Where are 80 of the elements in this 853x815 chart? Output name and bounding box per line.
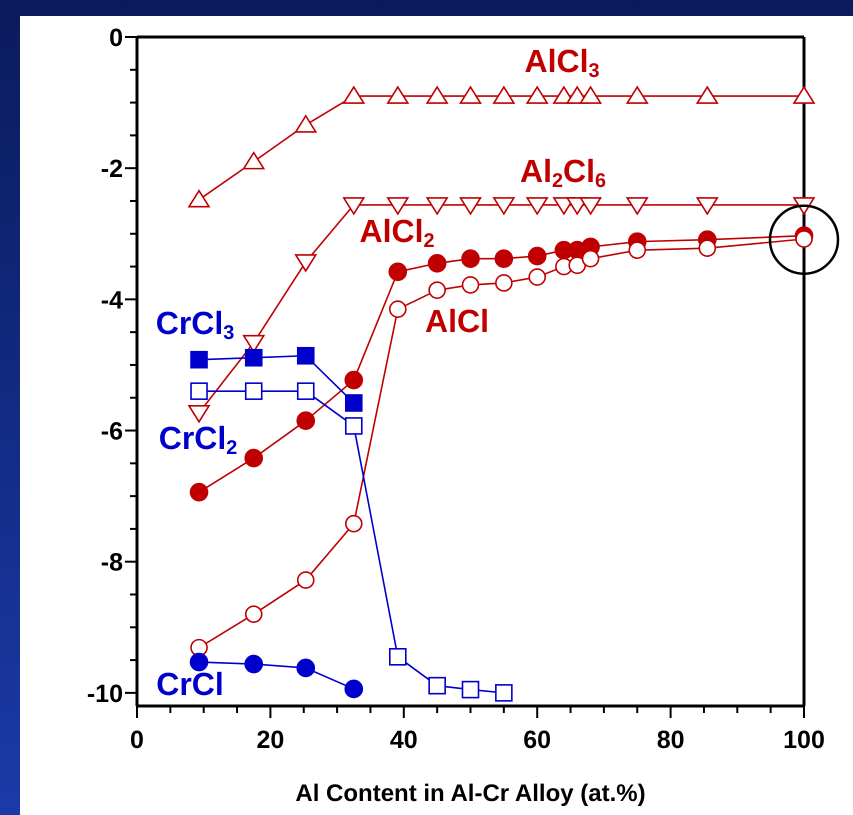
series-label: Al$_{2}$Cl$_{6}$ [520, 153, 606, 192]
point [495, 274, 513, 292]
point [580, 197, 602, 215]
y-tick-label: 0 [109, 24, 123, 52]
y-tick-label: -10 [86, 680, 123, 708]
y-tick-label: -6 [100, 418, 123, 446]
point [626, 86, 648, 104]
point [188, 405, 210, 423]
point [386, 86, 409, 104]
point [242, 152, 265, 170]
point [294, 115, 317, 133]
point [190, 350, 208, 368]
point [388, 648, 407, 666]
series-label: CrCl [156, 666, 224, 702]
y-tick-label: -4 [100, 286, 124, 314]
point [296, 658, 316, 678]
point [460, 86, 482, 104]
point [428, 254, 446, 273]
series-label: CrCl$_{2}$ [158, 420, 238, 459]
x-tick-label: 40 [390, 726, 418, 754]
x-tick-label: 20 [256, 726, 284, 754]
point [294, 254, 317, 272]
x-tick-label: 100 [783, 726, 825, 754]
point [696, 86, 718, 104]
point [696, 197, 718, 215]
point [244, 348, 263, 367]
y-tick-label: -2 [100, 155, 123, 184]
point [296, 571, 315, 589]
point [342, 197, 365, 215]
point [493, 86, 515, 104]
point [344, 514, 363, 532]
point [296, 346, 315, 365]
point [344, 417, 363, 435]
point [528, 268, 546, 286]
point [244, 382, 263, 400]
series-label: CrCl$_{3}$ [156, 305, 234, 344]
point [386, 197, 409, 215]
point [190, 652, 208, 672]
point [493, 197, 515, 215]
point [342, 86, 365, 104]
point [628, 241, 646, 259]
point [582, 250, 600, 268]
point [526, 86, 548, 104]
point [344, 394, 363, 412]
point [388, 262, 408, 282]
series-label: AlCl$_{3}$ [524, 43, 600, 82]
point [528, 246, 546, 266]
point [428, 676, 446, 694]
point [461, 249, 480, 268]
point [244, 654, 264, 674]
point [296, 382, 315, 400]
point [190, 382, 208, 400]
point [244, 605, 263, 623]
point [495, 684, 513, 702]
x-axis-title: Al Content in Al-Cr Alloy (at.%) [295, 780, 646, 807]
point [188, 190, 210, 208]
series-label: AlCl$_{2}$ [359, 213, 435, 252]
point [580, 86, 602, 104]
point [494, 249, 514, 268]
point [526, 197, 548, 215]
point [462, 680, 480, 698]
x-tick-label: 0 [130, 726, 144, 754]
point [244, 448, 264, 468]
point [428, 281, 446, 299]
point [698, 239, 716, 257]
point [460, 197, 482, 215]
point [462, 276, 480, 294]
y-tick-label: -8 [100, 548, 124, 577]
point [190, 482, 208, 502]
point [344, 370, 364, 390]
point [388, 300, 407, 318]
series-label: AlCl [425, 303, 489, 339]
point [426, 197, 448, 215]
point [426, 86, 448, 104]
point [344, 680, 364, 698]
x-tick-label: 60 [523, 726, 552, 754]
point [296, 411, 316, 430]
point [626, 197, 648, 215]
x-tick-label: 80 [656, 726, 685, 754]
point [793, 86, 815, 104]
